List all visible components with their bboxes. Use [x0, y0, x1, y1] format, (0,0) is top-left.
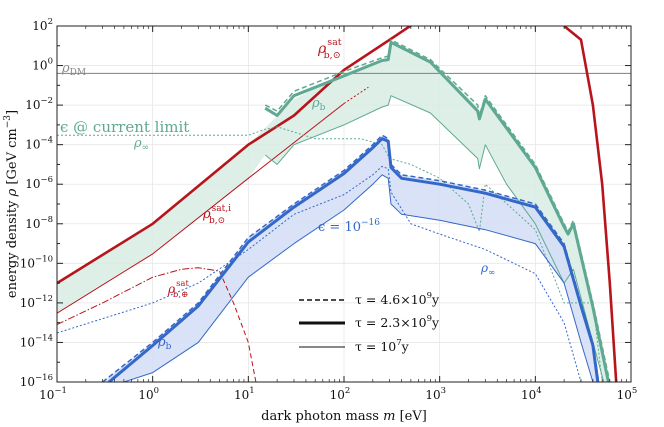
x-tick-exponent: 0 [154, 386, 159, 396]
y-tick-base: 10 [25, 138, 40, 152]
legend-label-dashed: τ = 4.6×109y [355, 291, 440, 307]
x-tick-label: 102 [330, 386, 351, 402]
y-tick-label: 10−6 [25, 175, 53, 191]
annotation-rho-inf-blue: ρ∞ [480, 261, 495, 278]
annotation-eps-current-limit: ϵ @ current limit [60, 118, 189, 136]
x-tick-exponent: 4 [536, 386, 541, 396]
data-series [57, 26, 631, 382]
y-tick-exponent: −4 [40, 136, 53, 146]
x-tick-exponent: 5 [632, 386, 637, 396]
y-tick-label: 100 [32, 57, 53, 73]
annotation-rho-b-sun-sat: ρsat b,⊙ [317, 37, 342, 61]
annotation-eps-1e-16: ϵ = 10−16 [318, 218, 380, 235]
annotation-rho-b-green: ρb [311, 96, 326, 113]
x-tick-label: 100 [138, 386, 159, 402]
series-line-8 [264, 40, 610, 382]
x-tick-exponent: 2 [345, 386, 350, 396]
series-line-6 [563, 26, 618, 382]
series-line-3 [343, 86, 369, 104]
y-tick-label: 10−4 [25, 136, 53, 152]
x-tick-label: 101 [234, 386, 255, 402]
annotation-rho-inf-green: ρ∞ [133, 136, 149, 153]
y-tick-exponent: 2 [48, 17, 53, 27]
y-tick-label: 102 [32, 17, 53, 33]
y-tick-base: 10 [25, 98, 40, 112]
x-tick-label: 10−1 [39, 386, 67, 402]
shaded-bands [57, 40, 610, 382]
y-tick-exponent: −16 [35, 373, 53, 383]
y-tick-exponent: −8 [40, 215, 53, 225]
y-tick-exponent: −10 [35, 254, 53, 264]
x-tick-label: 103 [425, 386, 446, 402]
y-tick-base: 10 [20, 335, 35, 349]
y-tick-label: 10−12 [20, 294, 53, 310]
y-tick-exponent: −2 [40, 96, 53, 106]
annotation-rho-b-blue: ρb [157, 335, 172, 352]
series-line-5 [219, 270, 257, 382]
y-tick-label: 10−14 [20, 333, 53, 349]
series-line-2 [57, 103, 345, 314]
legend: τ = 4.6×109y τ = 2.3×109y τ = 107y [299, 291, 440, 354]
y-tick-base: 10 [20, 375, 35, 389]
y-tick-label: 10−2 [25, 96, 53, 112]
legend-label-thin: τ = 107y [355, 338, 410, 354]
y-axis-label: energy density ρ [GeV cm−3] [3, 110, 20, 298]
y-tick-base: 10 [25, 217, 40, 231]
series-line-13 [123, 174, 594, 382]
series-line-4 [57, 267, 220, 326]
y-tick-base: 10 [20, 296, 35, 310]
x-tick-exponent: 3 [441, 386, 446, 396]
series-line-9 [264, 95, 605, 382]
annotation-rho-b-sun-sat-i: ρsat,i b,⊙ [202, 204, 231, 226]
annotation-rho-b-earth-sat: ρsat b,⊕ [167, 279, 189, 300]
series-line-1 [57, 26, 413, 285]
series-line-14 [57, 165, 582, 382]
series-line-12 [108, 137, 600, 382]
y-tick-label: 10−10 [20, 254, 53, 270]
y-tick-base: 10 [25, 177, 40, 191]
band-1 [102, 135, 599, 382]
x-tick-label: 104 [521, 386, 542, 402]
y-tick-base: 10 [32, 19, 47, 33]
y-tick-exponent: 0 [48, 57, 53, 67]
x-axis-label: dark photon mass m [eV] [261, 409, 427, 424]
band-0 [57, 40, 610, 382]
axis-ticks: 10−1 100 101 102 103 104 10510−1610−1410−1210−… [20, 17, 638, 402]
y-tick-base: 10 [32, 59, 47, 73]
y-tick-exponent: −12 [35, 294, 53, 304]
x-tick-label: 105 [617, 386, 638, 402]
annotation-rho-dm: ρDM [61, 61, 86, 78]
y-tick-exponent: −14 [35, 333, 53, 343]
x-tick-exponent: −1 [54, 386, 67, 396]
y-tick-base: 10 [20, 256, 35, 270]
legend-label-thick: τ = 2.3×109y [355, 314, 440, 330]
x-tick-exponent: 1 [249, 386, 254, 396]
y-tick-label: 10−8 [25, 215, 53, 231]
y-tick-label: 10−16 [20, 373, 53, 389]
y-tick-exponent: −6 [40, 175, 53, 185]
